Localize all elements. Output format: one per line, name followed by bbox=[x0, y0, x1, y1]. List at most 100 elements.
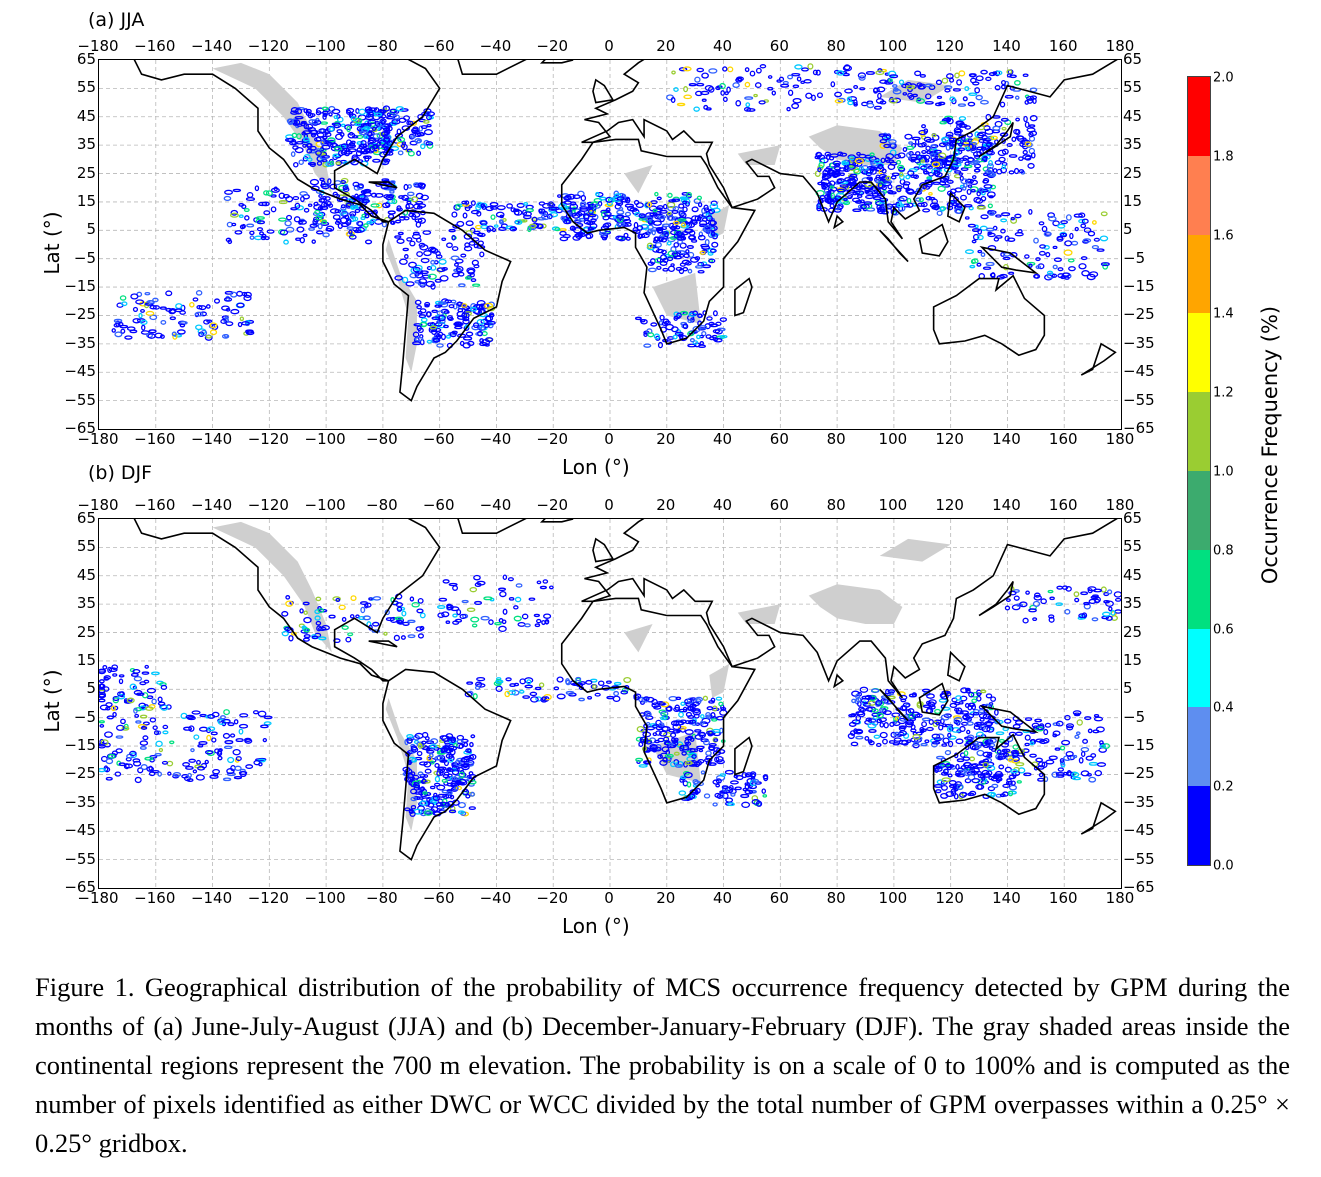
mcs-occurrence-mark bbox=[288, 635, 294, 642]
mcs-occurrence-mark bbox=[340, 204, 346, 209]
mcs-occurrence-mark bbox=[967, 184, 973, 188]
mcs-occurrence-mark bbox=[264, 236, 270, 241]
mcs-occurrence-mark bbox=[873, 105, 882, 110]
mcs-occurrence-mark bbox=[943, 713, 952, 718]
mcs-occurrence-mark bbox=[455, 203, 461, 210]
mcs-occurrence-mark bbox=[193, 734, 200, 740]
mcs-occurrence-mark bbox=[703, 739, 710, 746]
mcs-occurrence-mark bbox=[224, 740, 234, 745]
mcs-occurrence-mark bbox=[935, 789, 942, 794]
mcs-occurrence-mark bbox=[472, 693, 478, 700]
lat-tick-label: 25 bbox=[76, 622, 96, 641]
mcs-occurrence-mark bbox=[899, 173, 905, 181]
mcs-occurrence-mark bbox=[666, 211, 672, 216]
mcs-occurrence-mark bbox=[536, 618, 542, 624]
mcs-occurrence-mark bbox=[688, 763, 698, 767]
mcs-occurrence-mark bbox=[236, 302, 245, 308]
mcs-occurrence-mark bbox=[99, 679, 105, 684]
mcs-occurrence-mark bbox=[671, 209, 679, 214]
mcs-occurrence-mark bbox=[724, 91, 729, 96]
mcs-occurrence-mark bbox=[471, 623, 478, 628]
mcs-occurrence-mark bbox=[399, 258, 408, 265]
mcs-occurrence-mark bbox=[515, 583, 523, 588]
mcs-occurrence-mark bbox=[971, 698, 978, 704]
mcs-occurrence-mark bbox=[1087, 230, 1096, 237]
mcs-occurrence-mark bbox=[423, 250, 432, 257]
mcs-occurrence-mark bbox=[410, 748, 417, 754]
mcs-occurrence-mark bbox=[934, 766, 943, 772]
mcs-occurrence-mark bbox=[538, 208, 543, 214]
mcs-occurrence-mark bbox=[411, 129, 420, 135]
mcs-occurrence-mark bbox=[689, 338, 695, 343]
mcs-occurrence-mark bbox=[415, 626, 424, 632]
mcs-occurrence-mark bbox=[476, 676, 486, 682]
mcs-occurrence-mark bbox=[1034, 718, 1043, 723]
mcs-occurrence-mark bbox=[540, 223, 547, 229]
mcs-occurrence-mark bbox=[314, 615, 321, 621]
mcs-occurrence-mark bbox=[670, 96, 676, 103]
mcs-occurrence-mark bbox=[335, 133, 344, 141]
mcs-occurrence-mark bbox=[613, 681, 622, 686]
mcs-occurrence-mark bbox=[988, 737, 997, 744]
mcs-occurrence-mark bbox=[393, 634, 400, 642]
lon-tick-label: 100 bbox=[878, 37, 908, 55]
mcs-occurrence-mark bbox=[417, 327, 424, 333]
mcs-occurrence-mark bbox=[678, 210, 686, 217]
mcs-occurrence-mark bbox=[158, 747, 164, 753]
lon-tick-label: −160 bbox=[134, 889, 176, 907]
mcs-occurrence-mark bbox=[454, 759, 462, 767]
mcs-occurrence-mark bbox=[495, 679, 504, 684]
mcs-occurrence-mark bbox=[712, 802, 718, 807]
mcs-occurrence-mark bbox=[1019, 601, 1028, 608]
lon-tick-label: −120 bbox=[247, 37, 289, 55]
lon-tick-label: −20 bbox=[536, 496, 569, 514]
mcs-occurrence-mark bbox=[239, 316, 245, 322]
lon-tick-label: 80 bbox=[826, 37, 846, 55]
mcs-occurrence-mark bbox=[153, 730, 160, 736]
mcs-occurrence-mark bbox=[891, 712, 901, 718]
mcs-occurrence-mark bbox=[419, 244, 429, 251]
mcs-occurrence-mark bbox=[651, 702, 660, 708]
mcs-occurrence-mark bbox=[474, 600, 483, 605]
mcs-occurrence-mark bbox=[1080, 256, 1088, 261]
mcs-occurrence-mark bbox=[426, 123, 432, 128]
mcs-occurrence-mark bbox=[425, 141, 434, 146]
mcs-occurrence-mark bbox=[666, 215, 676, 221]
mcs-occurrence-mark bbox=[752, 778, 760, 784]
mcs-occurrence-mark bbox=[223, 297, 233, 302]
lat-tick-label: 55 bbox=[76, 537, 96, 556]
mcs-occurrence-mark bbox=[1003, 718, 1012, 724]
mcs-occurrence-mark bbox=[457, 810, 465, 815]
mcs-occurrence-mark bbox=[816, 152, 822, 158]
mcs-occurrence-mark bbox=[328, 126, 335, 132]
mcs-occurrence-mark bbox=[701, 264, 712, 269]
mcs-occurrence-mark bbox=[936, 95, 943, 100]
elevation-region bbox=[652, 272, 701, 324]
mcs-occurrence-mark bbox=[1010, 749, 1020, 755]
mcs-occurrence-mark bbox=[831, 172, 839, 178]
colorbar-segment bbox=[1188, 786, 1210, 865]
mcs-occurrence-mark bbox=[703, 224, 712, 231]
mcs-occurrence-mark bbox=[322, 112, 328, 117]
mcs-occurrence-mark bbox=[850, 741, 859, 747]
lat-tick-label: −65 bbox=[64, 878, 96, 896]
mcs-occurrence-mark bbox=[994, 709, 999, 716]
mcs-occurrence-mark bbox=[954, 130, 962, 136]
lon-tick-label: 100 bbox=[878, 430, 908, 448]
lon-tick-label: −20 bbox=[536, 889, 569, 907]
mcs-occurrence-mark bbox=[99, 683, 105, 690]
mcs-occurrence-mark bbox=[928, 171, 935, 177]
mcs-occurrence-mark bbox=[345, 202, 354, 208]
mcs-occurrence-mark bbox=[420, 257, 430, 264]
mcs-occurrence-mark bbox=[1009, 252, 1018, 258]
mcs-occurrence-mark bbox=[298, 219, 307, 225]
mcs-occurrence-mark bbox=[936, 733, 945, 740]
mcs-occurrence-mark bbox=[696, 195, 703, 201]
mcs-occurrence-mark bbox=[412, 331, 420, 338]
mcs-occurrence-mark bbox=[1064, 276, 1070, 280]
mcs-occurrence-mark bbox=[266, 229, 275, 234]
mcs-occurrence-mark bbox=[959, 725, 966, 733]
mcs-occurrence-mark bbox=[940, 779, 948, 785]
mcs-occurrence-mark bbox=[112, 673, 118, 677]
mcs-occurrence-mark bbox=[322, 195, 327, 201]
